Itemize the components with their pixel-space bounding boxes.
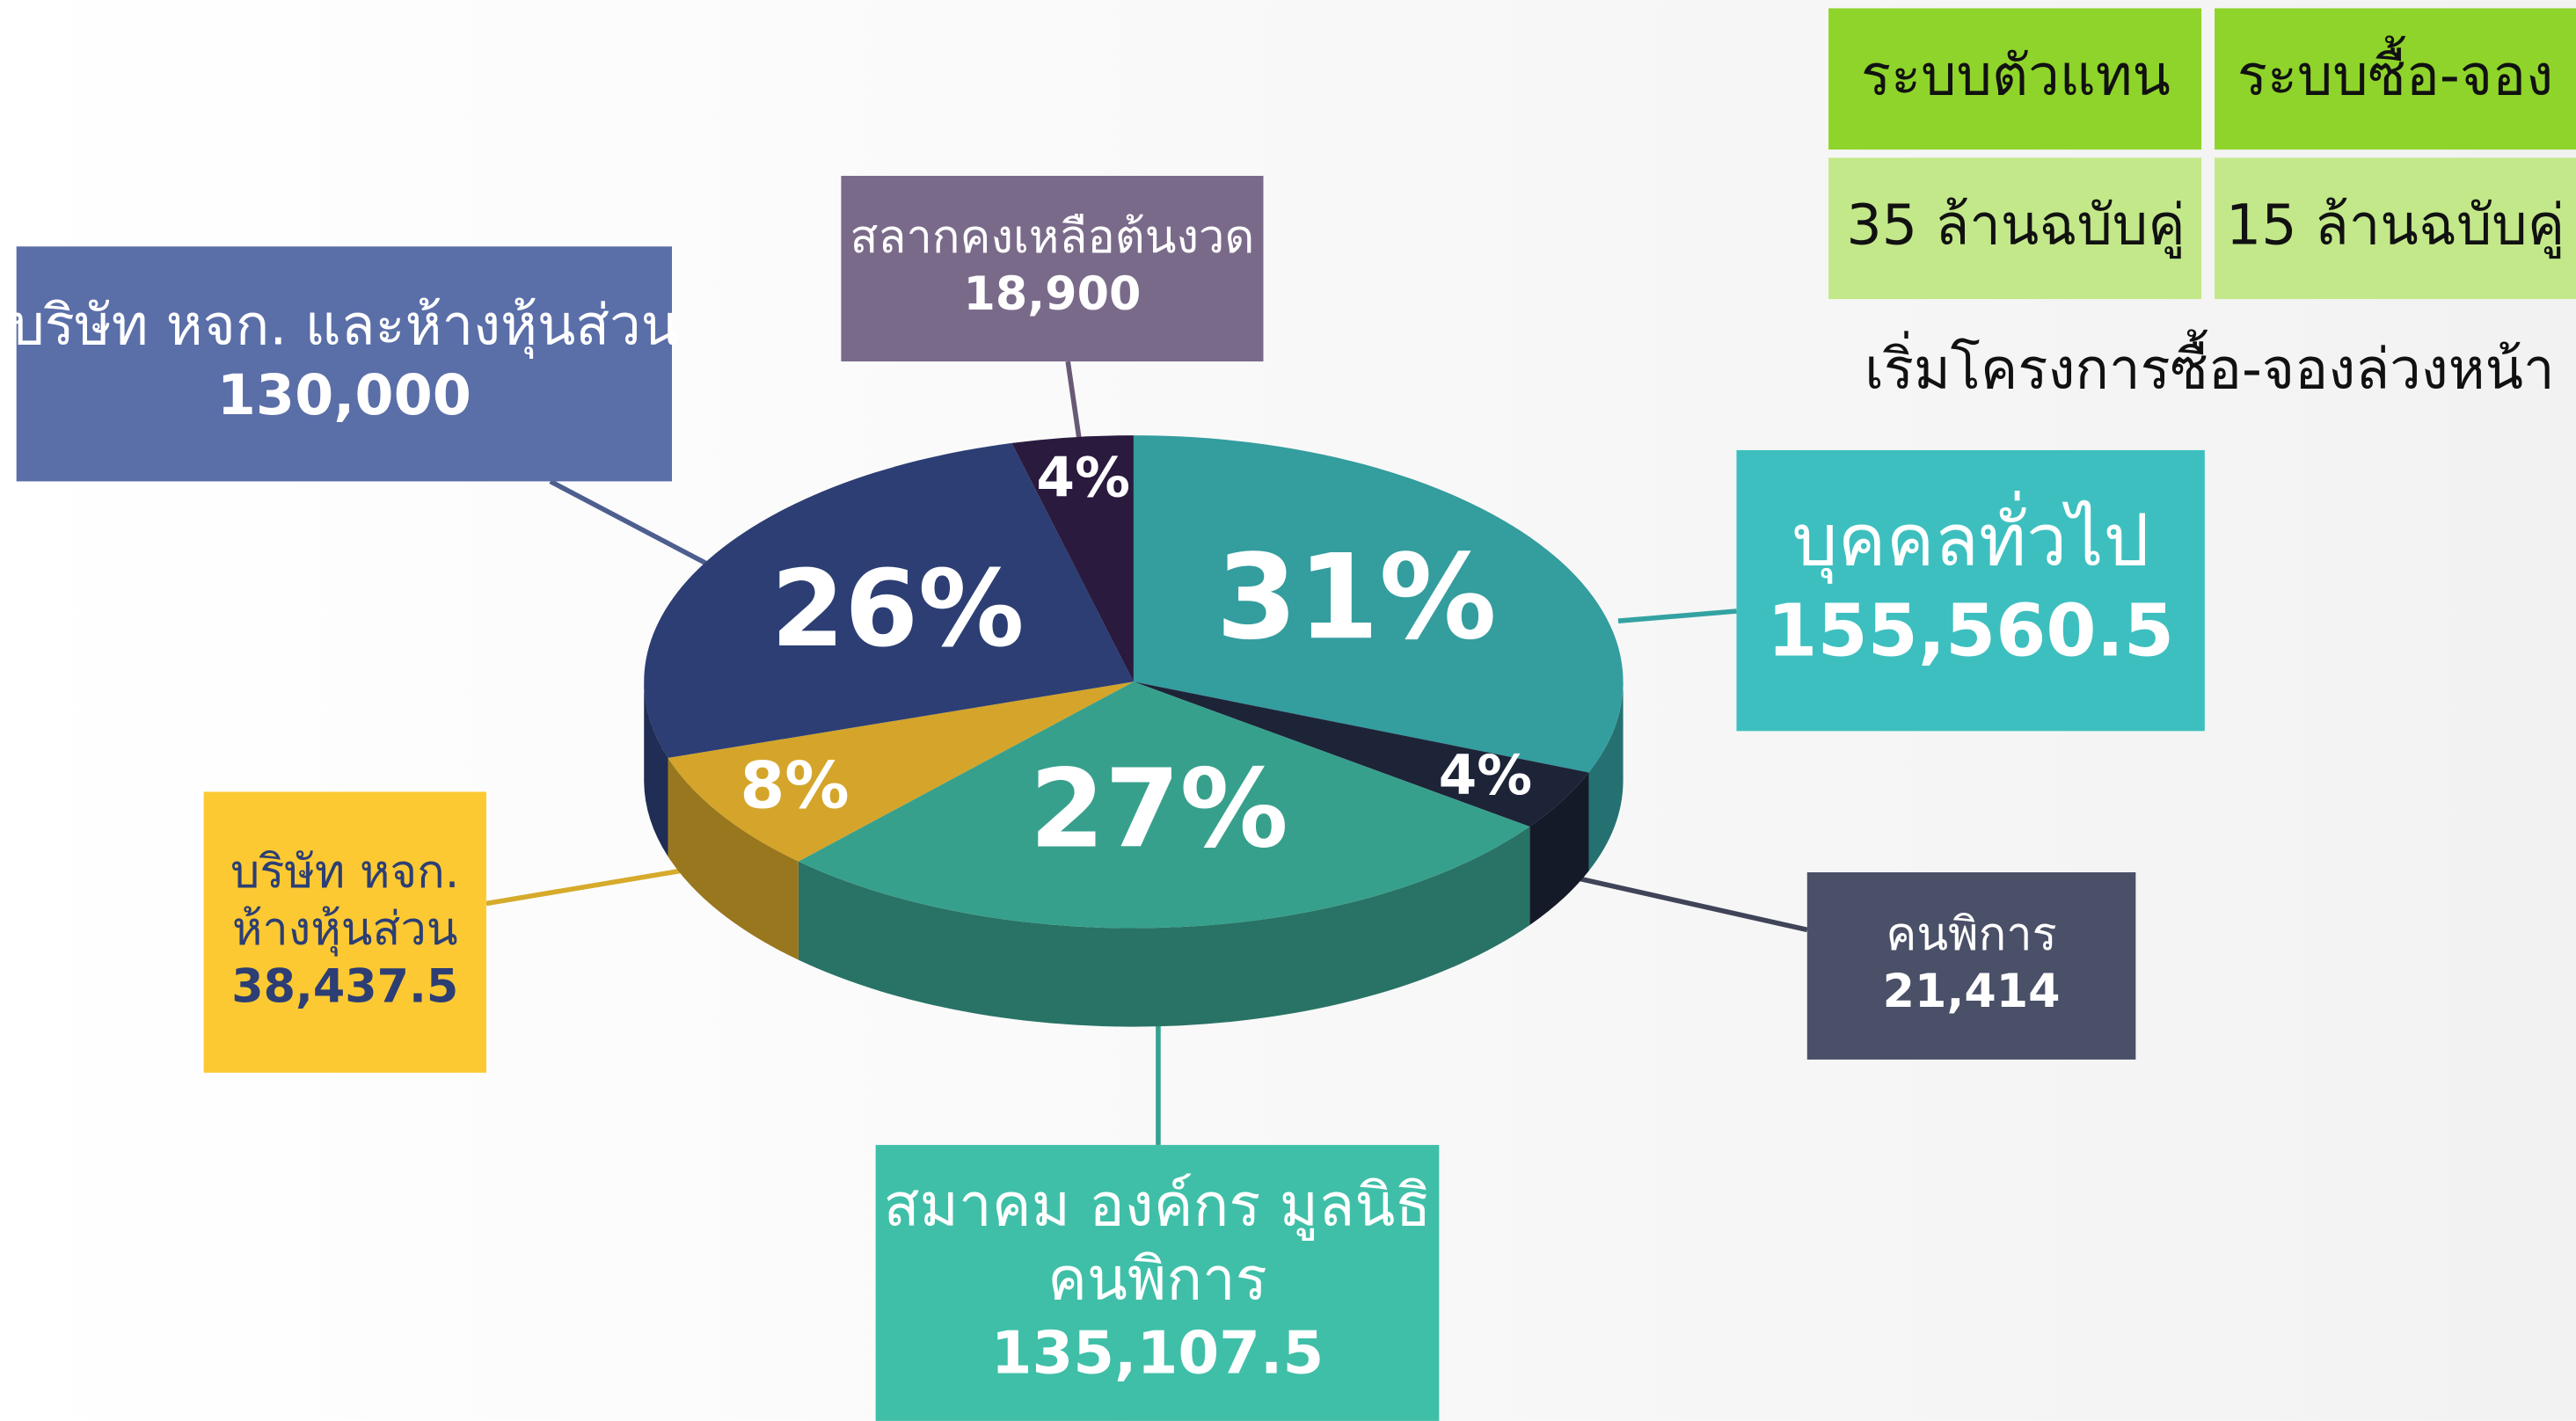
callout-box	[1806, 871, 2136, 1060]
slice-side	[644, 681, 668, 856]
table-header: ระบบซื้อ-จอง	[2237, 34, 2553, 107]
leader-line	[549, 478, 708, 566]
callout-box	[203, 791, 486, 1073]
slice-side	[668, 757, 799, 960]
percent-label: 8%	[740, 748, 849, 823]
slice-side	[1588, 681, 1624, 871]
table-caption: เริ่มโครงการซื้อ-จองล่วงหน้า	[1864, 329, 2555, 402]
callout-amount: 130,000	[217, 362, 471, 427]
percent-label: 26%	[771, 548, 1025, 671]
percent-label: 4%	[1036, 445, 1130, 509]
table-cell	[2215, 157, 2576, 300]
slice	[1133, 435, 1624, 773]
callout-amount: 155,560.5	[1767, 589, 2174, 673]
slice-side	[1529, 772, 1589, 926]
callout-label: บุคคลทั่วไป	[1792, 491, 2149, 585]
table-cell	[1828, 157, 2202, 300]
slice	[668, 681, 1134, 862]
table-cell-text: 35 ล้านฉบับคู่	[1846, 192, 2185, 259]
callout-label: คนพิการ	[1047, 1245, 1267, 1314]
callout-amount: 21,414	[1883, 965, 2061, 1018]
callout-amount: 38,437.5	[231, 960, 458, 1014]
table-header-cell	[1828, 8, 2202, 150]
leader-line	[485, 868, 682, 907]
percent-label: 4%	[1439, 743, 1533, 807]
leader-line	[1617, 608, 1737, 623]
leader-line	[1580, 876, 1808, 933]
slice	[1011, 435, 1134, 682]
percent-label: 27%	[1030, 746, 1288, 871]
callout-label: สมาคม องค์กร มูลนิธิ	[884, 1170, 1432, 1241]
callout-label: บริษัท หจก. และห้างหุ้นส่วน	[9, 293, 679, 360]
callout-amount: 135,107.5	[991, 1319, 1324, 1388]
callout-box	[1736, 449, 2205, 732]
callout-amount: 18,900	[964, 267, 1142, 321]
slice	[1133, 681, 1589, 827]
leader-line	[1065, 361, 1083, 441]
callout-box	[16, 246, 673, 482]
percent-label: 31%	[1216, 529, 1497, 666]
slice	[798, 681, 1530, 929]
callout-label: ห้างหุ้นส่วน	[232, 902, 458, 957]
table-header-cell	[2215, 8, 2576, 150]
callout-box	[841, 175, 1264, 362]
table-header: ระบบตัวแทน	[1861, 42, 2171, 107]
callout-box	[875, 1145, 1440, 1421]
table-cell-text: 15 ล้านฉบับคู่	[2226, 192, 2565, 259]
callout-label: คนพิการ	[1886, 907, 2056, 961]
callout-label: สลากคงเหลือต้นงวด	[850, 210, 1254, 264]
callout-label: บริษัท หจก.	[230, 845, 459, 899]
slice	[644, 442, 1134, 758]
slice-side	[798, 827, 1530, 1027]
